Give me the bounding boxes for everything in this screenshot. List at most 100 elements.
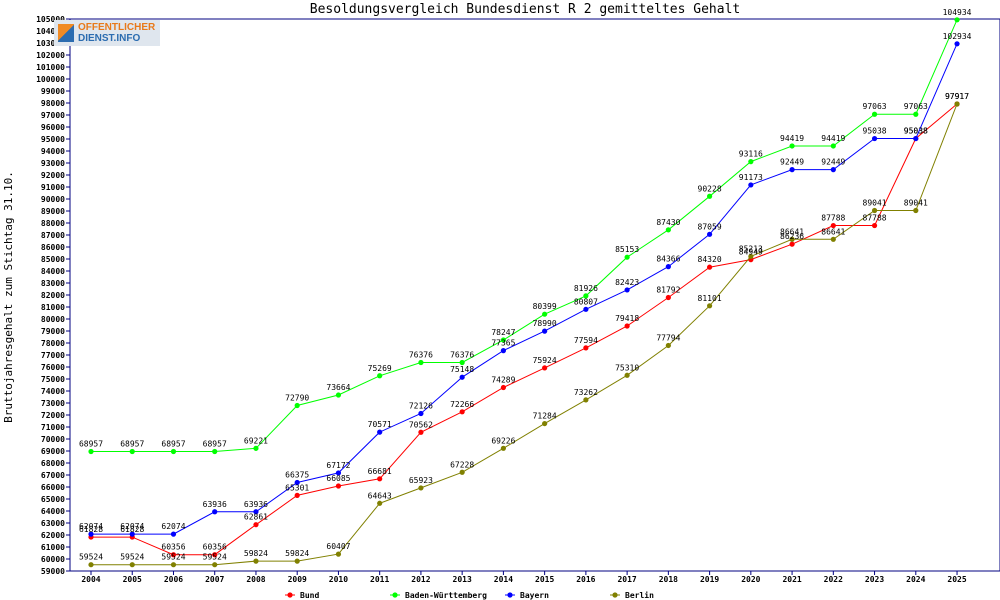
data-label: 87788	[863, 214, 887, 223]
data-point	[377, 429, 383, 435]
data-label: 74289	[491, 376, 515, 385]
data-label: 92449	[780, 158, 804, 167]
plot-area	[69, 18, 1000, 572]
y-tick-label: 103000	[36, 39, 65, 48]
data-label: 75148	[450, 365, 474, 374]
data-label: 66375	[285, 471, 309, 480]
data-point	[748, 159, 754, 165]
data-point	[789, 241, 795, 247]
x-tick-label: 2015	[535, 575, 554, 584]
data-label: 77594	[574, 336, 598, 345]
data-point	[789, 167, 795, 173]
data-point	[665, 342, 671, 349]
x-tick-label: 2018	[659, 575, 678, 584]
x-tick-label: 2005	[123, 575, 142, 584]
data-label: 93116	[739, 150, 763, 159]
x-tick-label: 2021	[782, 575, 801, 584]
y-tick-label: 96000	[41, 123, 65, 132]
series-line-0	[91, 103, 958, 556]
data-label: 82423	[615, 278, 639, 287]
data-point	[500, 384, 506, 391]
y-tick-label: 73000	[41, 399, 65, 408]
y-tick-label: 89000	[41, 207, 65, 216]
x-tick-label: 2025	[947, 575, 966, 584]
data-label: 80399	[533, 302, 557, 311]
data-point	[871, 207, 878, 214]
data-label: 91173	[739, 173, 763, 182]
data-label: 67228	[450, 460, 474, 469]
data-label: 86641	[780, 227, 804, 236]
logo-line1: OFFENTLICHER	[78, 22, 156, 33]
data-label: 59824	[285, 549, 309, 558]
data-point	[748, 253, 754, 260]
chart-title: Besoldungsvergleich Bundesdienst R 2 gem…	[310, 2, 740, 17]
data-label: 76376	[450, 350, 474, 359]
x-tick-label: 2009	[288, 575, 307, 584]
y-tick-label: 62000	[41, 531, 65, 540]
data-point	[830, 222, 836, 229]
data-label: 80807	[574, 297, 598, 306]
x-tick-label: 2017	[617, 575, 636, 584]
data-label: 62074	[161, 522, 185, 531]
data-point	[871, 135, 878, 142]
legend: Bund Baden-Württemberg Bayern Berlin	[285, 590, 654, 600]
legend-label: Baden-Württemberg	[405, 591, 487, 600]
data-point	[212, 562, 218, 568]
data-point	[294, 479, 300, 486]
data-label: 81792	[656, 285, 680, 294]
legend-label: Bayern	[520, 591, 549, 600]
data-point	[294, 402, 300, 409]
y-tick-label: 97000	[41, 111, 65, 120]
y-tick-label: 59000	[41, 567, 65, 576]
x-tick-label: 2024	[906, 575, 925, 584]
y-tick-label: 61000	[41, 543, 65, 552]
data-point	[624, 287, 630, 293]
data-label: 62074	[120, 522, 144, 531]
data-label: 73262	[574, 388, 598, 397]
y-tick-label: 66000	[41, 483, 65, 492]
data-label: 72790	[285, 394, 309, 403]
data-label: 94419	[780, 134, 804, 143]
data-label: 72126	[409, 401, 433, 410]
data-label: 84320	[698, 255, 722, 264]
data-point	[170, 448, 177, 455]
data-point	[170, 552, 177, 558]
x-tick-label: 2012	[411, 575, 430, 584]
data-point	[789, 236, 795, 242]
x-tick-label: 2016	[576, 575, 595, 584]
y-tick-label: 77000	[41, 351, 65, 360]
data-label: 89041	[904, 199, 928, 208]
x-tick-label: 2014	[494, 575, 513, 584]
data-point	[377, 373, 383, 379]
data-point	[294, 492, 300, 498]
data-point	[335, 551, 342, 557]
data-labels: 61828 61828 60356 60356 62861 65301 66085 66681…	[79, 8, 972, 562]
data-label: 84366	[656, 255, 680, 264]
y-tick-label: 60000	[41, 555, 65, 564]
data-label: 104934	[943, 8, 972, 17]
x-axis: 2004 2005 2006 2007 2008 2009 2010 2011 2012 2013…	[81, 571, 967, 584]
data-point	[418, 429, 424, 435]
y-tick-label: 68000	[41, 459, 65, 468]
x-tick-label: 2008	[246, 575, 265, 584]
data-point	[748, 182, 754, 188]
data-point	[129, 531, 135, 537]
data-label: 63936	[203, 500, 227, 509]
data-point	[830, 236, 836, 242]
y-tick-label: 92000	[41, 171, 65, 180]
y-tick-label: 86000	[41, 243, 65, 252]
data-label: 66085	[326, 474, 350, 483]
data-label: 76376	[409, 350, 433, 359]
y-tick-label: 104000	[36, 27, 65, 36]
data-point	[500, 337, 506, 343]
data-label: 87788	[821, 214, 845, 223]
data-label: 94419	[821, 134, 845, 143]
x-tick-label: 2020	[741, 575, 760, 584]
data-label: 59524	[161, 553, 185, 562]
data-point	[542, 311, 548, 317]
x-tick-label: 2011	[370, 575, 389, 584]
y-tick-label: 98000	[41, 99, 65, 108]
data-label: 68957	[203, 440, 227, 449]
y-tick-label: 63000	[41, 519, 65, 528]
data-point	[88, 562, 94, 568]
